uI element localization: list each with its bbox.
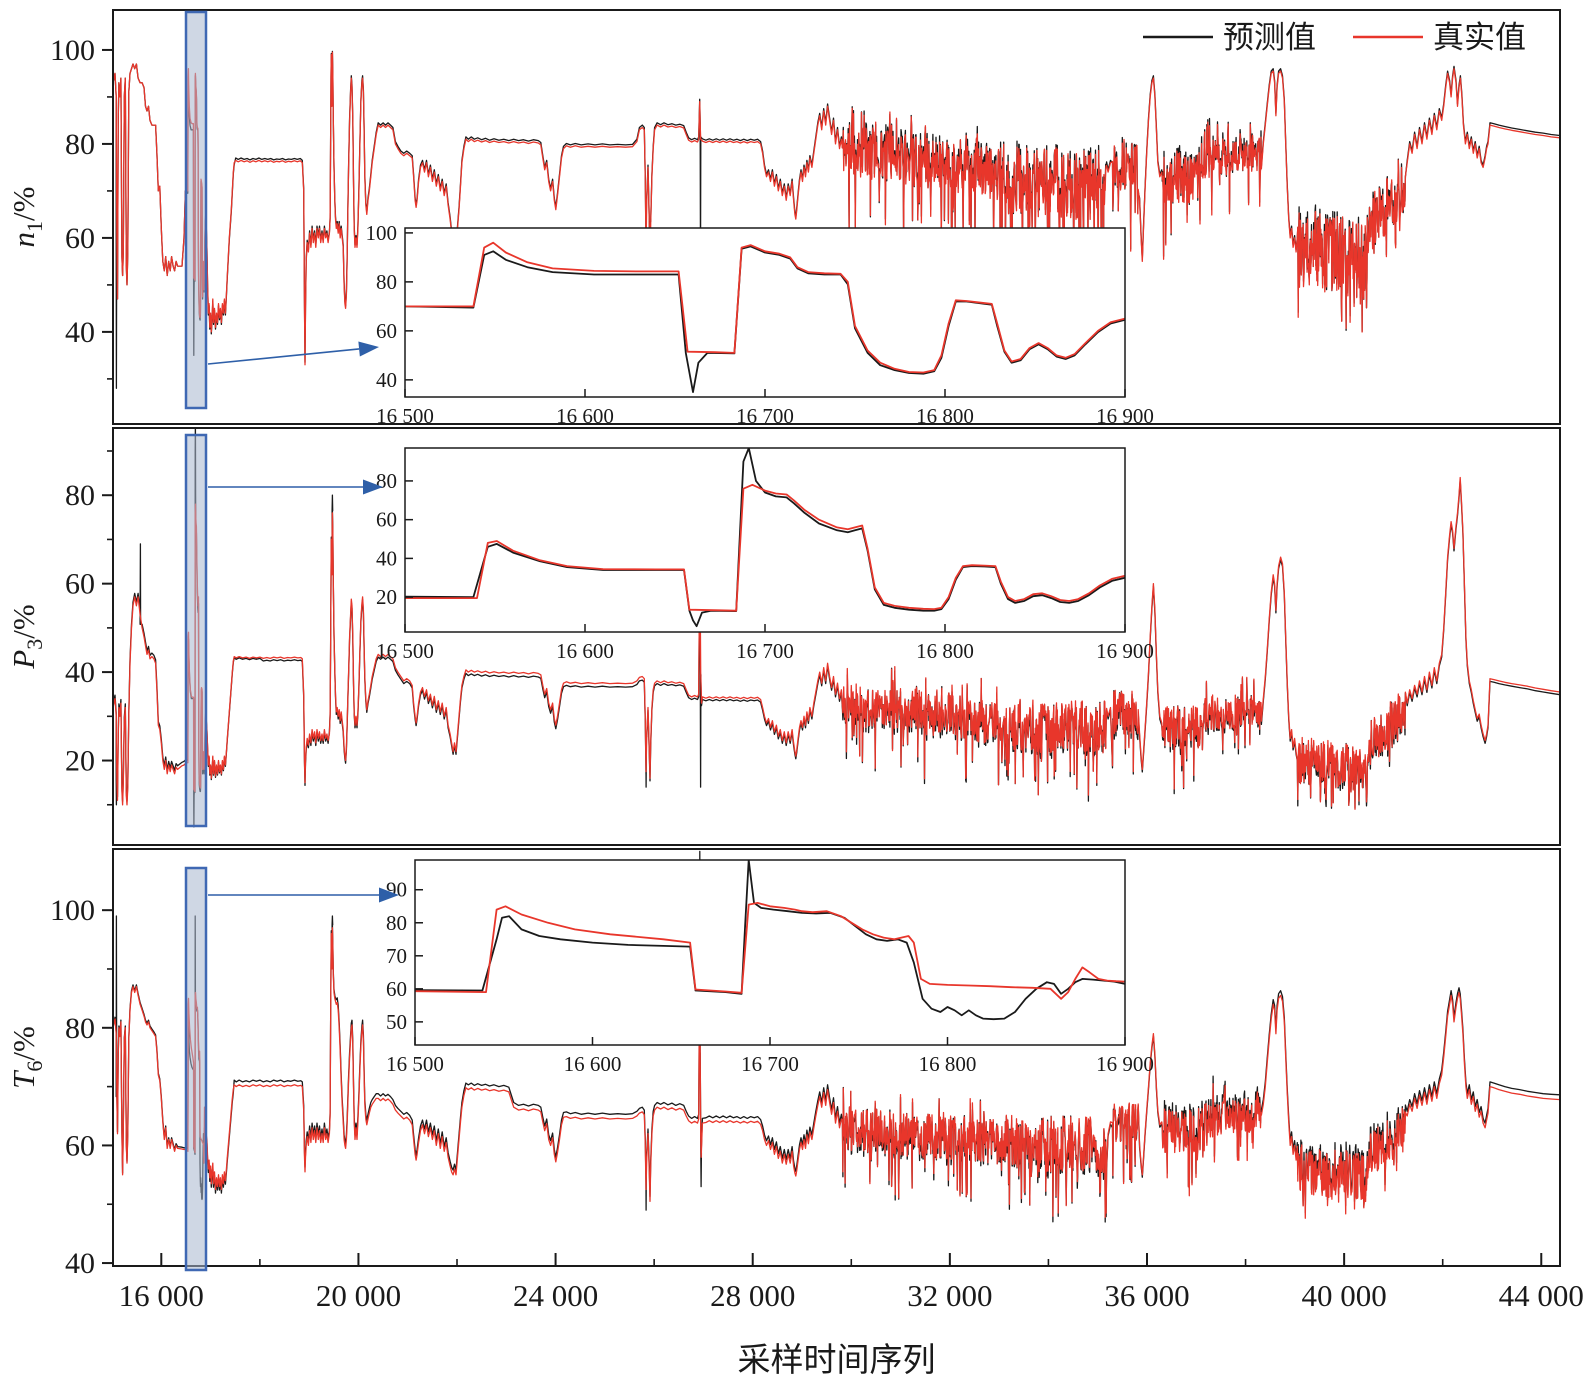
inset-x-tick-label: 16 600 [556,639,614,663]
inset-y-tick-label: 80 [376,469,397,493]
highlight-region [184,866,208,1272]
inset-x-tick-label: 16 900 [1096,1052,1154,1076]
inset-x-tick-label: 16 600 [556,404,614,428]
x-tick-label: 32 000 [907,1278,992,1313]
y-tick-label: 60 [65,222,95,255]
inset-x-tick-label: 16 700 [736,639,794,663]
y-tick-label: 100 [50,34,95,67]
inset-x-tick-label: 16 600 [564,1052,622,1076]
panel-border [112,427,1561,846]
y-axis-label: P3/% [6,604,47,669]
x-tick-label: 36 000 [1104,1278,1189,1313]
inset-y-tick-label: 60 [376,508,397,532]
inset-y-tick-label: 20 [376,585,397,609]
x-tick-label: 40 000 [1302,1278,1387,1313]
y-tick-label: 40 [65,1247,95,1280]
inset-x-tick-label: 16 500 [376,639,434,663]
y-tick-label: 60 [65,1129,95,1162]
inset-x-tick-label: 16 900 [1096,404,1154,428]
inset-actual-line [405,483,1125,612]
actual-line [113,927,1560,1219]
x-tick-label: 20 000 [316,1278,401,1313]
y-tick-label: 20 [65,745,95,778]
y-axis-label: n1/% [6,187,47,248]
panel-P3: 20 40 60 80 P3/% 20 40 60 80 16 500 16 600 16 700 16… [6,427,1561,846]
panel-n1: 40 60 80 100 n1/% 40 60 80 100 16 500 16 600 16 700… [6,9,1561,428]
y-tick-label: 60 [65,568,95,601]
y-tick-label: 80 [65,128,95,161]
highlight-region [184,433,208,828]
inset-x-tick-label: 16 700 [741,1052,799,1076]
inset-actual-line [415,902,1125,1000]
inset-y-tick-label: 40 [376,368,397,392]
legend-label-true: 真实值 [1433,20,1526,55]
panel-border [112,9,1561,425]
inset-x-tick-label: 16 500 [386,1052,444,1076]
inset-x-tick-label: 16 800 [916,404,974,428]
inset-y-tick-label: 100 [366,221,398,245]
x-tick-label: 24 000 [513,1278,598,1313]
inset-y-tick-label: 70 [386,944,407,968]
inset-y-tick-label: 80 [386,911,407,935]
inset-x-tick-label: 16 800 [919,1052,977,1076]
inset-predicted-line [415,860,1125,1021]
series-group-T6 [113,850,1560,1223]
inset-actual-line [405,241,1125,374]
y-tick-label: 80 [65,1012,95,1045]
y-axis-label: T6/% [6,1026,47,1089]
legend-label-pred: 预测值 [1223,20,1316,55]
inset-x-tick-label: 16 700 [736,404,794,428]
y-tick-label: 80 [65,479,95,512]
y-tick-label: 100 [50,894,95,927]
inset-predicted-line [405,245,1125,393]
x-tick-label: 28 000 [710,1278,795,1313]
inset-y-tick-label: 60 [376,319,397,343]
highlight-region [184,10,208,410]
inset-x-tick-label: 16 900 [1096,639,1154,663]
zoom-arrow-head [363,479,383,495]
x-tick-label: 16 000 [119,1278,204,1313]
y-tick-label: 40 [65,316,95,349]
panel-border [112,848,1561,1267]
zoom-arrow-head [358,341,379,357]
inset-y-tick-label: 80 [376,270,397,294]
actual-line [113,459,1560,810]
inset-y-tick-label: 50 [386,1010,407,1034]
x-tick-label: 44 000 [1499,1278,1584,1313]
legend: 预测值 真实值 [1143,20,1526,55]
zoom-arrow-line [207,348,360,365]
inset-y-tick-label: 60 [386,977,407,1001]
series-group-P3 [113,428,1560,828]
inset-n1: 40 60 80 100 16 500 16 600 16 700 16 800 16 900 [366,221,1154,428]
y-tick-label: 40 [65,656,95,689]
inset-x-tick-label: 16 800 [916,639,974,663]
inset-y-tick-label: 40 [376,546,397,570]
inset-P3: 20 40 60 80 16 500 16 600 16 700 16 800 16 900 [376,447,1154,663]
x-axis-title: 采样时间序列 [738,1342,936,1379]
inset-x-tick-label: 16 500 [376,404,434,428]
zoom-arrow-head [379,887,399,903]
